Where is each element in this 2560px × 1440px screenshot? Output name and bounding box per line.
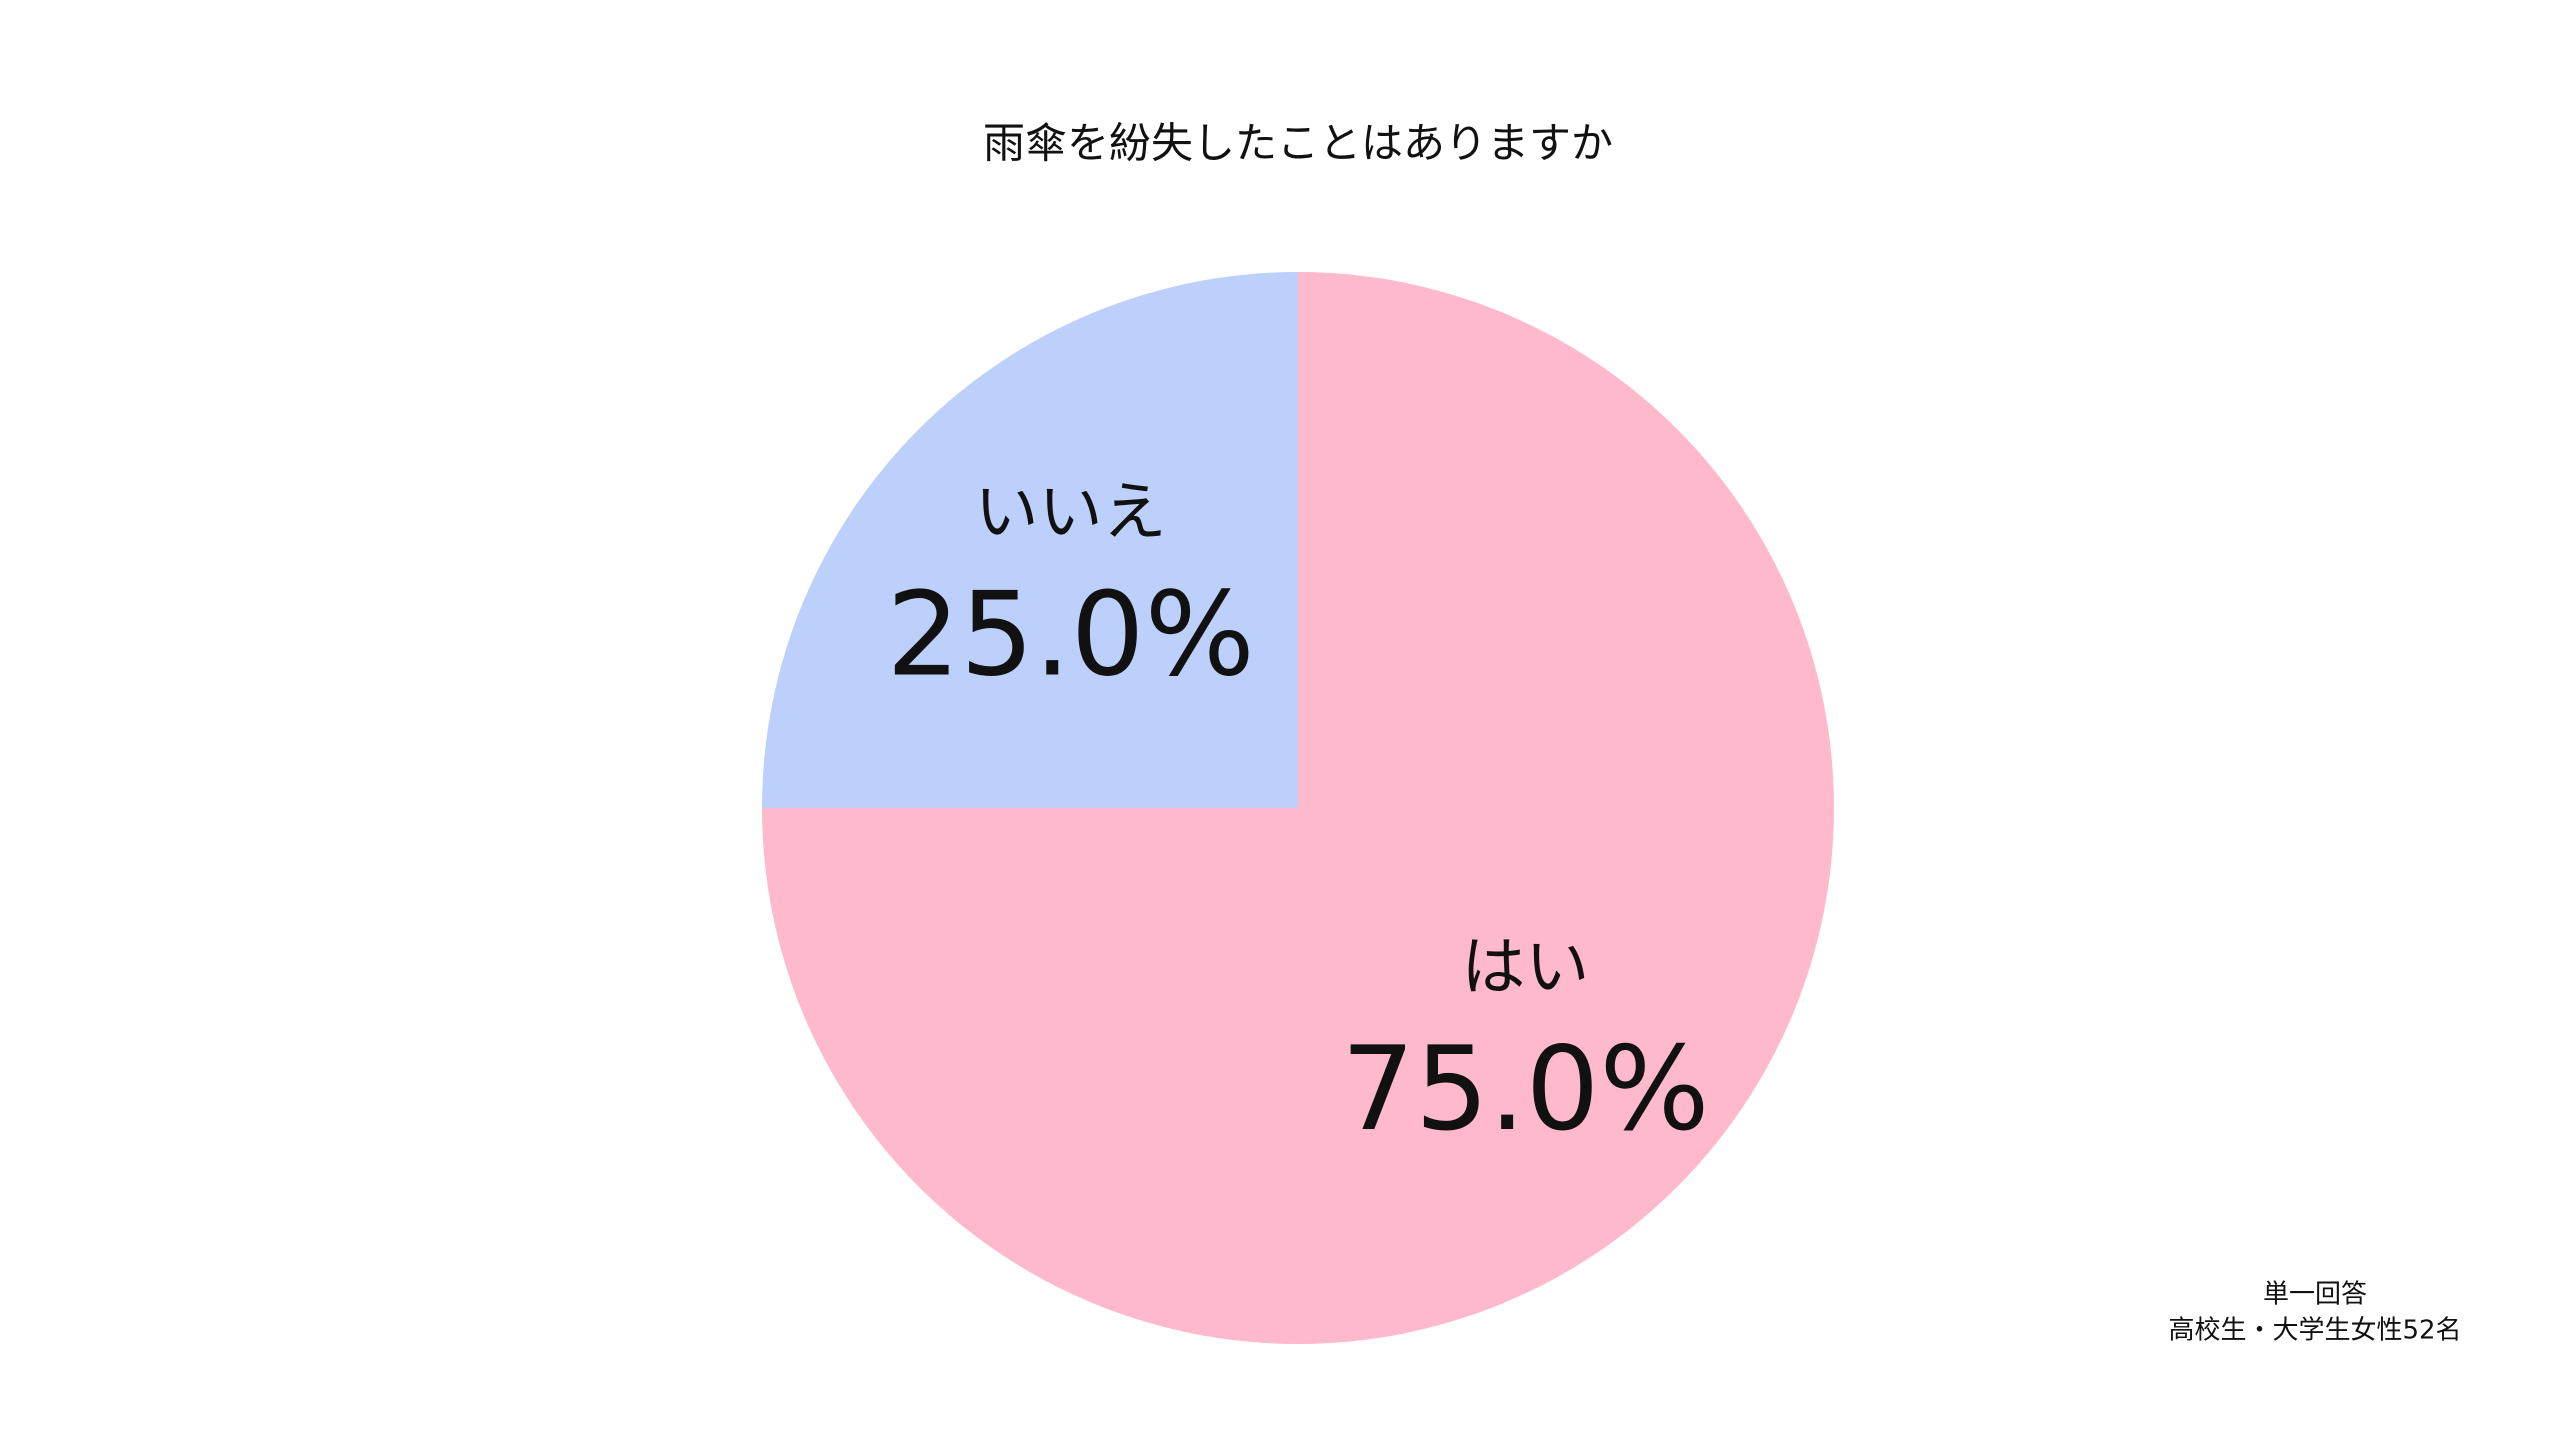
chart-title: 雨傘を紛失したことはありますか <box>983 119 1613 168</box>
slice-category-label: はい <box>1461 931 1589 1005</box>
slice-category-label: いいえ <box>975 476 1167 550</box>
note: 単一回答 <box>2263 1280 2367 1310</box>
slice-value-label: 25.0% <box>886 567 1255 702</box>
pie-slice <box>762 272 1298 808</box>
note: 高校生・大学生女性52名 <box>2168 1316 2461 1346</box>
slice-value-label: 75.0% <box>1341 1022 1710 1157</box>
